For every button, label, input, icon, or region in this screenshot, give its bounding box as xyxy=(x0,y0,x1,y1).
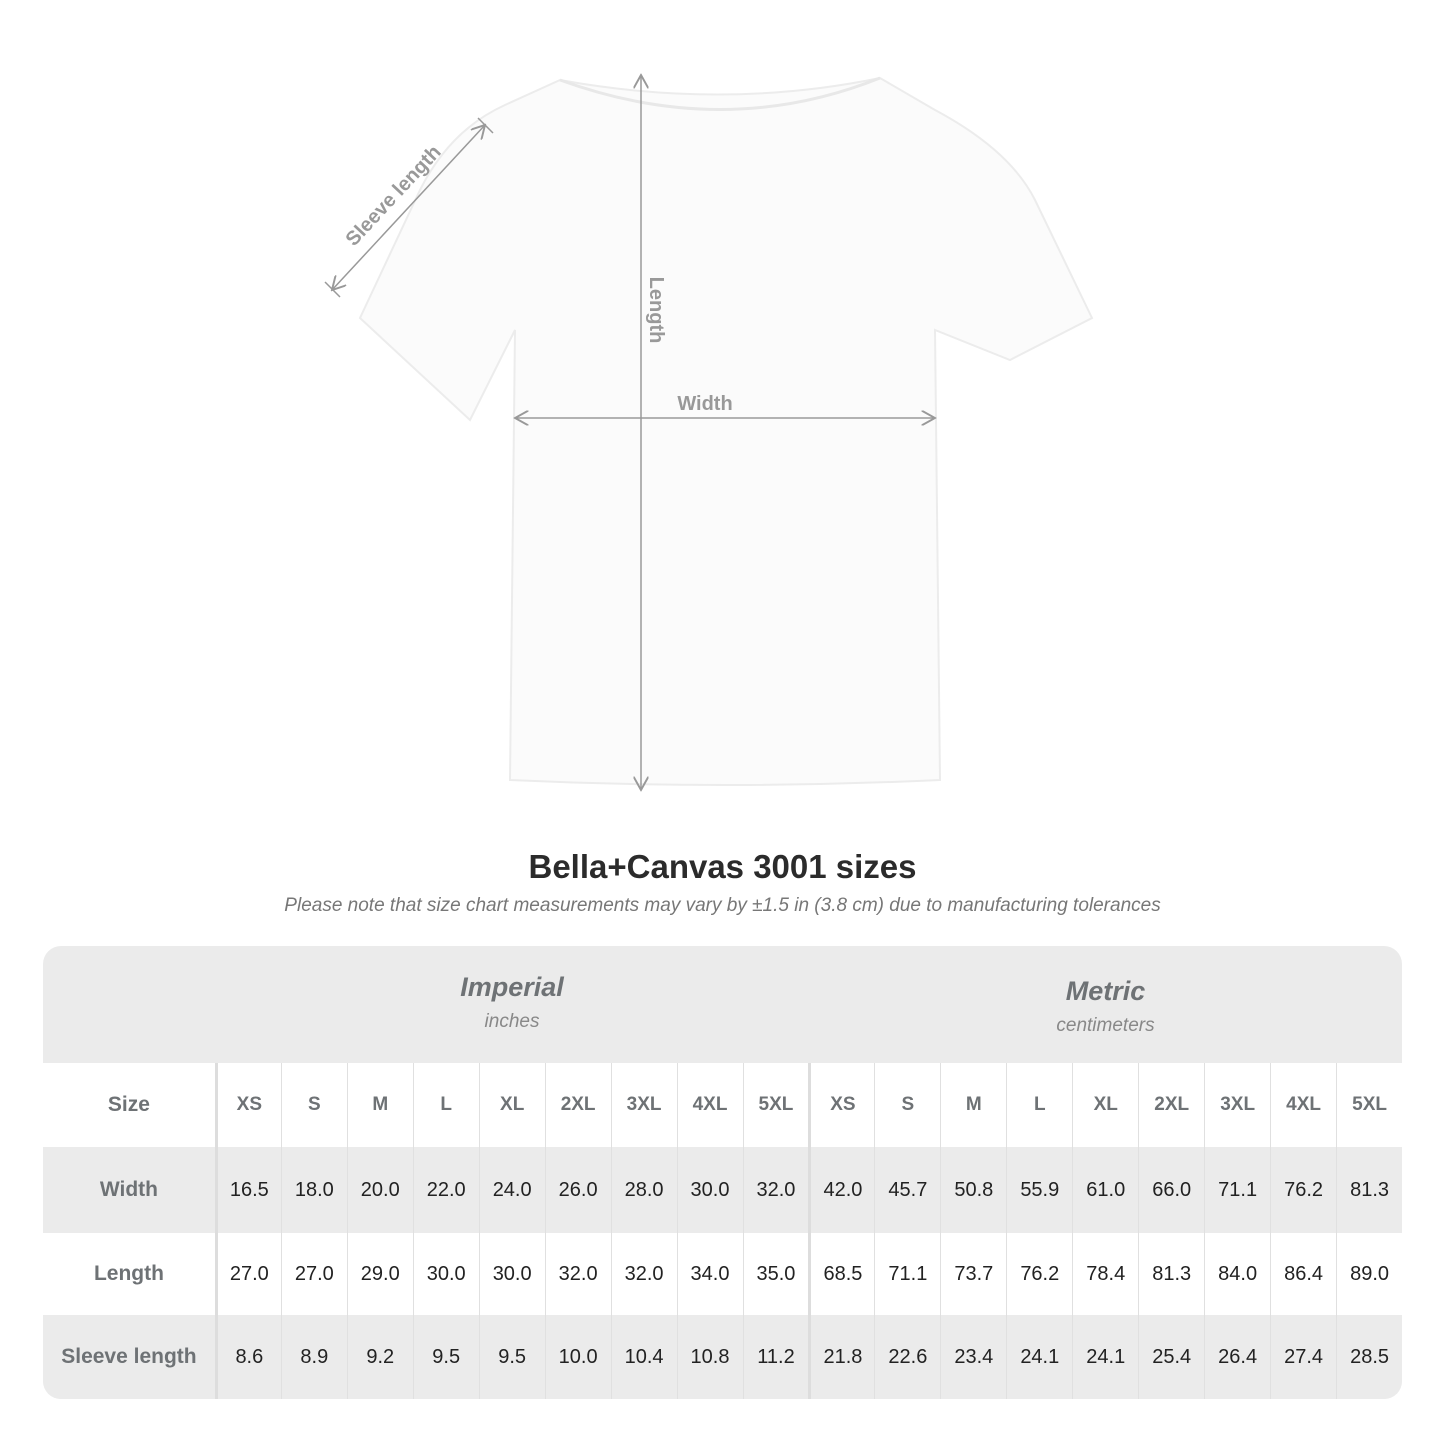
metric-header: Metric centimeters xyxy=(809,946,1402,1063)
imperial-cell: 20.0 xyxy=(346,1147,413,1233)
imperial-cell: 2XL xyxy=(544,1063,611,1147)
metric-cell: 24.1 xyxy=(1006,1315,1072,1399)
metric-heading: Metric xyxy=(1065,976,1146,1006)
imperial-cell: 22.0 xyxy=(412,1147,479,1233)
metric-cell: 71.1 xyxy=(874,1233,940,1315)
metric-cell: 27.4 xyxy=(1270,1315,1336,1399)
metric-cell: 26.4 xyxy=(1204,1315,1270,1399)
length-label: Length xyxy=(645,277,667,344)
metric-cell: 24.1 xyxy=(1072,1315,1138,1399)
row-label: Size xyxy=(107,1093,150,1116)
imperial-cell: 9.2 xyxy=(346,1315,413,1399)
row-label: Length xyxy=(93,1262,164,1285)
table-row: Sleeve length 8.6 8.9 9.2 9.5 9.5 10.0 10.4 10.8… xyxy=(43,1315,1402,1399)
imperial-cell: 32.0 xyxy=(742,1147,809,1233)
metric-cell: XL xyxy=(1072,1063,1138,1147)
imperial-cell: 8.6 xyxy=(214,1315,281,1399)
metric-cell: 50.8 xyxy=(940,1147,1006,1233)
metric-cell: 5XL xyxy=(1336,1063,1402,1147)
metric-cell: 81.3 xyxy=(1336,1147,1402,1233)
tshirt-image xyxy=(358,76,1094,786)
metric-cell: 76.2 xyxy=(1270,1147,1336,1233)
metric-cell: 42.0 xyxy=(808,1147,874,1233)
page-title: Bella+Canvas 3001 sizes xyxy=(528,848,917,885)
imperial-cell: 16.5 xyxy=(214,1147,281,1233)
imperial-cell: 27.0 xyxy=(214,1233,281,1315)
imperial-cell: 30.0 xyxy=(412,1233,479,1315)
imperial-cell: 35.0 xyxy=(742,1233,809,1315)
imperial-cell: 27.0 xyxy=(280,1233,347,1315)
metric-cell: XS xyxy=(808,1063,874,1147)
imperial-cell: 30.0 xyxy=(478,1233,545,1315)
imperial-cell: 29.0 xyxy=(346,1233,413,1315)
imperial-cell: 26.0 xyxy=(544,1147,611,1233)
metric-cell: M xyxy=(940,1063,1006,1147)
imperial-cell: 34.0 xyxy=(676,1233,743,1315)
width-label: Width xyxy=(677,393,732,415)
imperial-cell: 30.0 xyxy=(676,1147,743,1233)
metric-cell: 55.9 xyxy=(1006,1147,1072,1233)
imperial-cell: 32.0 xyxy=(544,1233,611,1315)
metric-cell: 78.4 xyxy=(1072,1233,1138,1315)
tshirt-diagram: Width Length Sleeve length xyxy=(324,0,1094,820)
metric-cell: 4XL xyxy=(1270,1063,1336,1147)
imperial-heading: Imperial xyxy=(460,972,564,1002)
metric-cell: 3XL xyxy=(1204,1063,1270,1147)
table-row: Width 16.5 18.0 20.0 22.0 24.0 26.0 28.0 30.0 32.… xyxy=(43,1147,1402,1233)
metric-cell: 81.3 xyxy=(1138,1233,1204,1315)
imperial-cell: 10.0 xyxy=(544,1315,611,1399)
imperial-cell: 24.0 xyxy=(478,1147,545,1233)
imperial-unit: inches xyxy=(484,1011,540,1032)
imperial-cell: 10.4 xyxy=(610,1315,677,1399)
row-label: Sleeve length xyxy=(61,1345,197,1368)
row-label: Width xyxy=(99,1178,158,1201)
metric-cell: 76.2 xyxy=(1006,1233,1072,1315)
metric-cell: 21.8 xyxy=(808,1315,874,1399)
metric-cell: 71.1 xyxy=(1204,1147,1270,1233)
metric-cell: 23.4 xyxy=(940,1315,1006,1399)
tolerance-note: Please note that size chart measurements… xyxy=(284,895,1161,916)
metric-cell: S xyxy=(874,1063,940,1147)
imperial-cell: 3XL xyxy=(610,1063,677,1147)
imperial-cell: 10.8 xyxy=(676,1315,743,1399)
metric-unit: centimeters xyxy=(1056,1015,1155,1036)
metric-cell: 89.0 xyxy=(1336,1233,1402,1315)
imperial-cell: 5XL xyxy=(742,1063,809,1147)
imperial-cell: 28.0 xyxy=(610,1147,677,1233)
metric-cell: 66.0 xyxy=(1138,1147,1204,1233)
imperial-cell: S xyxy=(280,1063,347,1147)
metric-cell: 2XL xyxy=(1138,1063,1204,1147)
size-table: Imperial inches Metric centimeters Size X… xyxy=(43,946,1402,1399)
imperial-cell: XL xyxy=(478,1063,545,1147)
imperial-cell: XS xyxy=(214,1063,281,1147)
metric-cell: 86.4 xyxy=(1270,1233,1336,1315)
metric-cell: L xyxy=(1006,1063,1072,1147)
imperial-cell: 18.0 xyxy=(280,1147,347,1233)
metric-cell: 28.5 xyxy=(1336,1315,1402,1399)
imperial-cell: M xyxy=(346,1063,413,1147)
table-row: Length 27.0 27.0 29.0 30.0 30.0 32.0 32.0 34.0 35… xyxy=(43,1233,1402,1315)
metric-cell: 61.0 xyxy=(1072,1147,1138,1233)
metric-cell: 25.4 xyxy=(1138,1315,1204,1399)
imperial-cell: 9.5 xyxy=(478,1315,545,1399)
imperial-cell: 9.5 xyxy=(412,1315,479,1399)
imperial-cell: 11.2 xyxy=(742,1315,809,1399)
imperial-header: Imperial inches xyxy=(215,946,809,1063)
metric-cell: 84.0 xyxy=(1204,1233,1270,1315)
imperial-cell: 8.9 xyxy=(280,1315,347,1399)
imperial-cell: L xyxy=(412,1063,479,1147)
metric-cell: 45.7 xyxy=(874,1147,940,1233)
metric-cell: 73.7 xyxy=(940,1233,1006,1315)
imperial-cell: 32.0 xyxy=(610,1233,677,1315)
metric-cell: 22.6 xyxy=(874,1315,940,1399)
table-row: Size XS S M L XL 2XL 3XL 4XL 5XL XS S M L XL 2XL 3XL 4XL 5… xyxy=(43,1063,1402,1147)
sleeve-arrow xyxy=(332,125,485,290)
imperial-cell: 4XL xyxy=(676,1063,743,1147)
metric-cell: 68.5 xyxy=(808,1233,874,1315)
